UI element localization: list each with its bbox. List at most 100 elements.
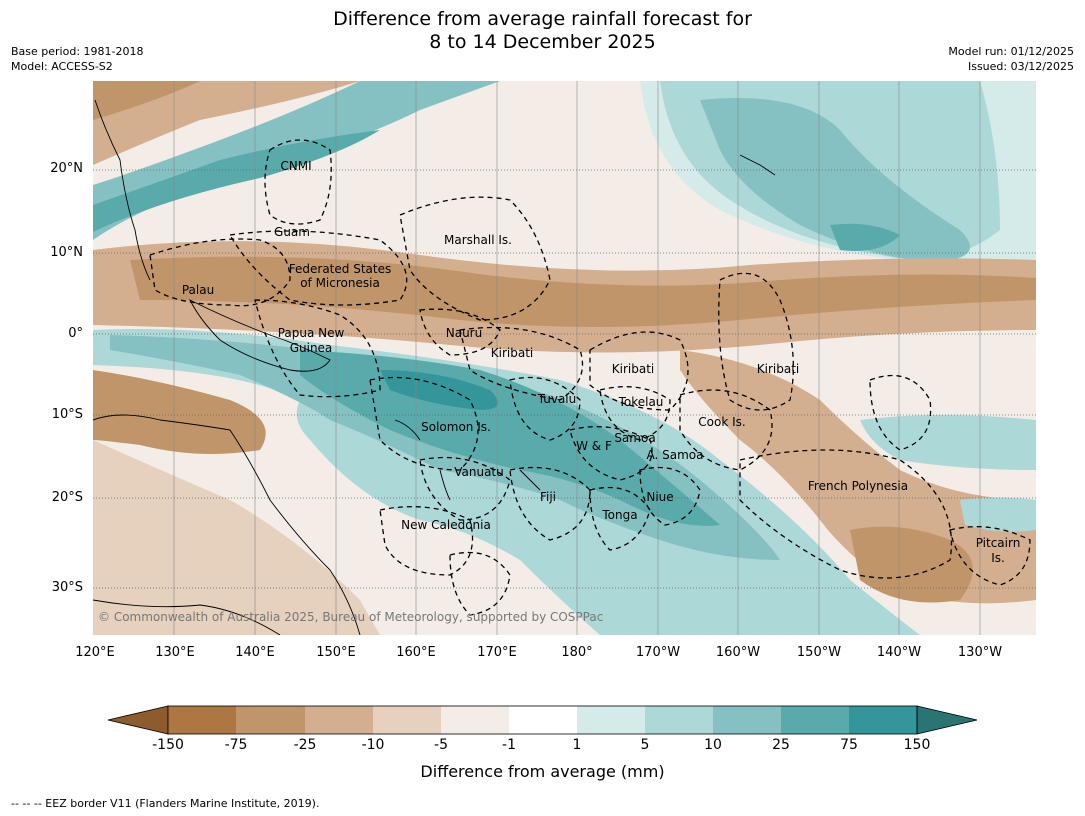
region-label: Niue (646, 490, 673, 504)
latitude-lines (93, 169, 1036, 589)
region-label: Papua New (278, 326, 345, 340)
region-label: Guinea (290, 341, 333, 355)
copyright-text: © Commonwealth of Australia 2025, Bureau… (98, 610, 603, 624)
region-label: Kiribati (491, 346, 533, 360)
y-tick-label: 20°N (50, 161, 83, 176)
eez-nauru (419, 308, 501, 356)
philippines-coast (94, 99, 151, 281)
model-name: Model: ACCESS-S2 (11, 60, 113, 73)
eez-cook (679, 389, 773, 471)
x-tick-label: 120°E (75, 645, 115, 660)
title-line-2: 8 to 14 December 2025 (429, 31, 656, 53)
dry-area-east-core (850, 526, 973, 603)
region-label: Tokelau (618, 395, 664, 409)
x-tick-label: 170°W (635, 645, 681, 660)
wet-area-se-2 (960, 497, 1036, 532)
colorbar-extend-low (107, 705, 169, 735)
y-tick-label: 10°N (50, 245, 83, 260)
wet-band-north-core (93, 130, 380, 232)
map-field (93, 81, 1036, 635)
region-label: W & F (576, 439, 612, 453)
x-tick-label: 180° (561, 645, 593, 660)
eez-tonga (589, 486, 651, 551)
colorbar-tick: -10 (361, 737, 385, 753)
x-tick-label: 130°W (957, 645, 1003, 660)
region-label: Nauru (446, 326, 482, 340)
australia-coast (93, 414, 361, 635)
graticule (173, 81, 981, 635)
eez-french-polynesia (739, 449, 953, 579)
title-line-1: Difference from average rainfall forecas… (333, 8, 752, 30)
region-label: New Caledonia (401, 518, 491, 532)
eez-solomon (369, 376, 479, 471)
solomon-coast (394, 419, 421, 441)
region-label: Palau (182, 283, 214, 297)
eez-tuvalu (509, 376, 581, 441)
eez-marquesas (869, 374, 932, 451)
x-tick-label: 140°W (876, 645, 922, 660)
dry-area-nw-core (93, 81, 200, 120)
y-tick-label: 10°S (51, 407, 83, 422)
new-guinea-coast (188, 298, 331, 372)
eez-kiribati-phoenix (589, 331, 689, 411)
x-tick-label: 160°W (715, 645, 761, 660)
eez-marshall (399, 196, 551, 321)
region-label: Tuvalu (537, 392, 577, 406)
eez-niue (639, 466, 701, 526)
eez-cnmi (264, 139, 332, 225)
x-tick-label: 150°E (316, 645, 356, 660)
region-label: of Micronesia (300, 276, 380, 290)
region-label: A. Samoa (647, 448, 704, 462)
colorbar-tick: 75 (840, 737, 858, 753)
y-tick-label: 0° (68, 326, 83, 341)
colorbar-tick: -25 (293, 737, 317, 753)
region-label: French Polynesia (808, 479, 908, 493)
eez-pitcairn (949, 526, 1031, 586)
region-label: Is. (991, 551, 1005, 565)
eez-fsm (228, 230, 408, 306)
wet-band-north (93, 81, 500, 240)
region-label: Tonga (601, 508, 637, 522)
eez-palau (149, 238, 291, 307)
eez-fiji (509, 466, 591, 541)
region-label: Solomon Is. (421, 420, 491, 434)
colorbar-tick: 5 (640, 737, 650, 753)
colorbar-tick: -75 (224, 737, 248, 753)
colorbar-tick: 1 (572, 737, 582, 753)
colorbar-swatch (236, 706, 305, 734)
wet-area-ne-core (700, 98, 970, 262)
hawaii-coast (739, 154, 776, 176)
colorbar-swatch (577, 706, 645, 734)
map-title: Difference from average rainfall forecas… (0, 8, 1085, 54)
colorbar-label: Difference from average (mm) (420, 762, 665, 781)
meta-left: Base period: 1981-2018 Model: ACCESS-S2 (11, 44, 143, 74)
australia-south-coast (93, 599, 281, 635)
region-label: Cook Is. (698, 415, 745, 429)
colorbar-swatch (305, 706, 373, 734)
eez-png (254, 299, 381, 398)
colorbar-swatch (168, 706, 236, 734)
x-tick-label: 160°E (396, 645, 436, 660)
eez-new-caledonia (379, 506, 474, 576)
region-label: Kiribati (612, 362, 654, 376)
region-labels: CNMI Guam Marshall Is. Federated States … (182, 159, 1020, 565)
eez-tokelau (599, 386, 671, 441)
y-tick-label: 30°S (51, 580, 83, 595)
base-period: Base period: 1981-2018 (11, 45, 144, 58)
region-label: CNMI (280, 159, 311, 173)
region-label: Kiribati (757, 362, 799, 376)
region-label: Federated States (289, 262, 391, 276)
region-label: Samoa (614, 431, 655, 445)
dry-area-nw (93, 81, 360, 165)
region-label: Guam (274, 225, 310, 239)
colorbar-tick: -5 (434, 737, 448, 753)
eez-vanuatu (419, 456, 511, 521)
colorbar-tick: 25 (772, 737, 790, 753)
colorbar-frame (167, 705, 918, 735)
x-tick-label: 130°E (155, 645, 195, 660)
x-tick-label: 140°E (235, 645, 275, 660)
colorbar-swatch (781, 706, 849, 734)
colorbar-swatch (645, 706, 713, 734)
eez-kiribati-gilbert (459, 326, 584, 401)
